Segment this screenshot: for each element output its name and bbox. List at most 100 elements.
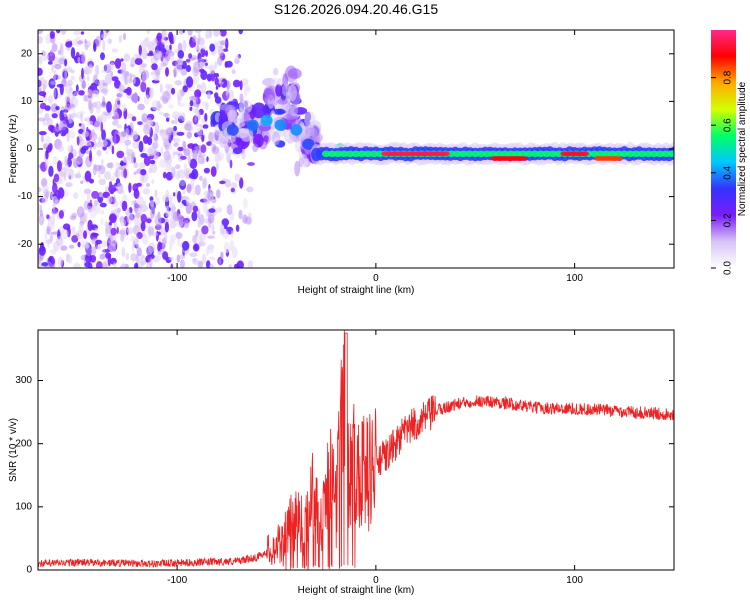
noise-blob bbox=[116, 124, 122, 129]
noise-blob bbox=[67, 93, 74, 104]
noise-blob bbox=[106, 195, 113, 204]
transition-blob bbox=[218, 130, 229, 148]
noise-blob bbox=[73, 30, 81, 36]
noise-blob bbox=[173, 142, 179, 148]
noise-blob bbox=[177, 42, 183, 52]
noise-blob bbox=[169, 221, 176, 229]
noise-blob bbox=[84, 170, 92, 182]
noise-blob bbox=[182, 60, 187, 70]
transition-blob bbox=[287, 68, 302, 80]
noise-blob bbox=[116, 150, 125, 159]
noise-blob bbox=[220, 78, 228, 88]
noise-blob bbox=[179, 179, 186, 186]
noise-blob bbox=[139, 162, 146, 170]
noise-blob bbox=[131, 131, 139, 141]
noise-blob bbox=[95, 239, 102, 245]
noise-blob bbox=[203, 177, 208, 189]
noise-blob bbox=[104, 221, 109, 227]
noise-blob bbox=[55, 105, 60, 111]
noise-blob bbox=[165, 127, 173, 136]
noise-blob bbox=[63, 171, 67, 181]
noise-blob bbox=[192, 243, 200, 252]
noise-blob bbox=[76, 206, 85, 218]
noise-blob bbox=[149, 159, 156, 165]
noise-blob bbox=[246, 186, 254, 193]
noise-blob bbox=[204, 62, 208, 66]
noise-blob bbox=[223, 241, 230, 254]
noise-blob bbox=[138, 140, 144, 153]
noise-blob bbox=[87, 219, 93, 232]
noise-blob bbox=[57, 75, 61, 80]
noise-blob bbox=[102, 39, 105, 52]
noise-blob bbox=[114, 58, 122, 69]
noise-blob bbox=[177, 214, 185, 223]
noise-blob bbox=[130, 253, 137, 262]
noise-blob bbox=[165, 67, 169, 77]
noise-blob bbox=[169, 217, 175, 223]
noise-blob bbox=[194, 30, 202, 34]
transition-blob bbox=[299, 153, 309, 169]
noise-blob bbox=[217, 56, 223, 66]
noise-blob bbox=[118, 84, 126, 93]
noise-blob bbox=[140, 153, 148, 158]
transition-core bbox=[260, 114, 273, 127]
noise-blob bbox=[155, 67, 161, 75]
noise-blob bbox=[90, 129, 96, 137]
noise-blob bbox=[134, 262, 139, 268]
noise-blob bbox=[73, 91, 80, 96]
noise-blob bbox=[142, 135, 149, 144]
noise-blob bbox=[195, 229, 199, 237]
noise-blob bbox=[87, 120, 94, 126]
noise-blob bbox=[68, 152, 74, 160]
spectrogram-ytick-label: -10 bbox=[18, 191, 33, 202]
noise-blob bbox=[155, 230, 159, 242]
noise-blob bbox=[70, 75, 76, 81]
noise-blob bbox=[131, 91, 139, 104]
noise-blob bbox=[172, 111, 180, 120]
noise-blob bbox=[174, 80, 182, 86]
transition-blob bbox=[275, 83, 283, 97]
carrier-peak bbox=[614, 156, 623, 161]
noise-blob bbox=[53, 88, 57, 99]
noise-blob bbox=[192, 35, 197, 43]
noise-blob bbox=[175, 60, 184, 67]
noise-blob bbox=[53, 173, 60, 183]
noise-blob bbox=[216, 189, 221, 199]
noise-blob bbox=[44, 113, 50, 121]
noise-blob bbox=[160, 146, 164, 154]
transition-blob bbox=[232, 147, 243, 155]
noise-blob bbox=[52, 155, 58, 165]
noise-blob bbox=[214, 77, 219, 86]
noise-blob bbox=[203, 167, 210, 174]
noise-blob bbox=[177, 223, 184, 228]
noise-blob bbox=[71, 226, 76, 235]
noise-blob bbox=[86, 40, 92, 47]
noise-blob bbox=[145, 258, 148, 263]
noise-blob bbox=[117, 100, 120, 105]
noise-blob bbox=[44, 135, 51, 146]
noise-blob bbox=[38, 259, 43, 268]
transition-blob bbox=[271, 108, 286, 115]
noise-blob bbox=[133, 171, 137, 176]
transition-blob bbox=[272, 67, 279, 76]
noise-blob bbox=[89, 207, 97, 219]
noise-blob bbox=[240, 78, 249, 87]
noise-blob bbox=[148, 231, 152, 238]
noise-blob bbox=[208, 256, 216, 261]
noise-blob bbox=[118, 35, 123, 43]
noise-blob bbox=[109, 161, 114, 169]
noise-blob bbox=[137, 247, 142, 257]
noise-blob bbox=[132, 76, 136, 85]
transition-blob bbox=[287, 84, 297, 102]
noise-blob bbox=[235, 54, 240, 65]
noise-blob bbox=[83, 230, 87, 240]
noise-blob bbox=[109, 176, 115, 182]
noise-blob bbox=[161, 30, 167, 41]
noise-blob bbox=[226, 204, 233, 216]
noise-blob bbox=[230, 230, 234, 239]
noise-blob bbox=[179, 203, 185, 209]
noise-blob bbox=[100, 158, 104, 166]
noise-blob bbox=[201, 253, 207, 265]
noise-blob bbox=[67, 79, 73, 87]
